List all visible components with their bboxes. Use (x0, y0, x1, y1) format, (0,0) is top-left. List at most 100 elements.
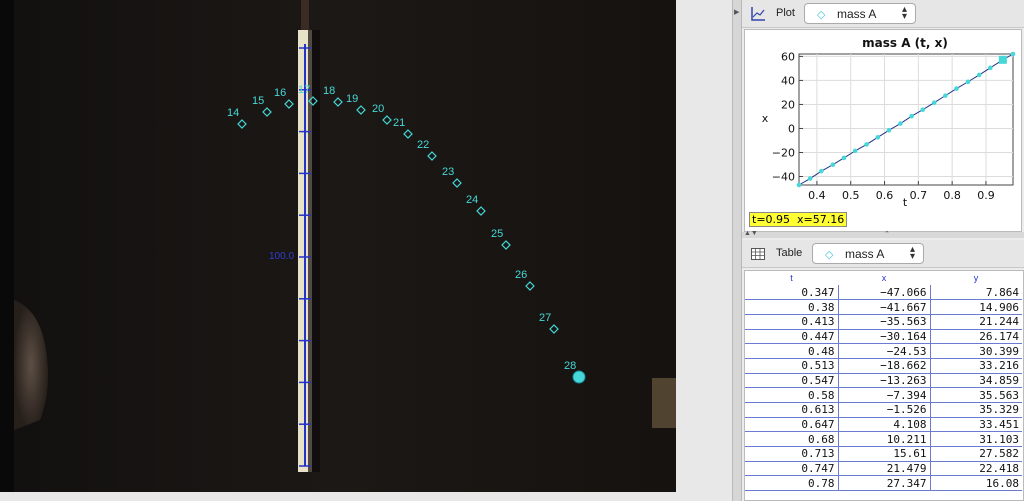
data-point[interactable] (954, 86, 959, 91)
data-point[interactable] (988, 65, 993, 71)
table-cell-x[interactable]: 15.61 (838, 446, 931, 462)
divider-collapse-icon[interactable]: ▶ (734, 9, 740, 16)
column-header-x[interactable]: x (881, 273, 887, 283)
table-row[interactable]: 0.58 −7.394 35.563 (745, 387, 1022, 403)
table-cell-y[interactable]: 14.906 (930, 299, 1022, 315)
mass-a-marker[interactable] (262, 107, 272, 117)
table-row[interactable]: 0.347 −47.066 7.864 (745, 285, 1022, 301)
data-point[interactable] (852, 148, 858, 154)
table-row[interactable]: 0.713 15.61 27.582 (745, 446, 1022, 462)
mass-a-marker[interactable] (284, 99, 294, 109)
mass-a-marker[interactable] (476, 206, 486, 216)
table-cell-y[interactable]: 30.399 (930, 343, 1022, 359)
mass-a-marker[interactable] (427, 151, 437, 161)
table-track-selector[interactable]: ◇ mass A ▴ ▾ (812, 243, 924, 264)
table-row[interactable]: 0.447 −30.164 26.174 (745, 329, 1022, 345)
data-point[interactable] (819, 168, 824, 174)
mass-a-current-marker[interactable] (572, 370, 586, 384)
data-point[interactable] (1010, 51, 1016, 57)
data-point[interactable] (909, 113, 914, 119)
table-cell-y[interactable]: 35.329 (930, 402, 1022, 418)
table-cell-x[interactable]: −18.662 (838, 358, 931, 374)
mass-a-marker[interactable] (308, 96, 318, 106)
table-cell-x[interactable]: −13.263 (838, 373, 931, 389)
data-point[interactable] (943, 93, 948, 98)
table-cell-x[interactable]: −1.526 (838, 402, 931, 418)
data-point[interactable] (920, 107, 926, 113)
video-frame[interactable]: 100.0 14 15 16 17 18 19 20 21 22 23 24 25 26 27 28 (0, 0, 676, 492)
table-cell-t[interactable]: 0.48 (745, 343, 839, 359)
plot-track-selector[interactable]: ◇ mass A ▴ ▾ (804, 3, 916, 24)
pane-split-bar[interactable]: ▲▼ ⌃ (742, 230, 1024, 238)
table-cell-x[interactable]: 10.211 (838, 431, 931, 448)
mass-a-marker[interactable] (452, 178, 462, 188)
table-row[interactable]: 0.613 −1.526 35.329 (745, 402, 1022, 418)
data-table-area[interactable]: t x y 0.347 −47.066 7.864 0.38 −41.667 14.906… (744, 270, 1024, 501)
table-cell-y[interactable]: 31.103 (930, 431, 1022, 448)
table-cell-y[interactable]: 33.216 (930, 358, 1022, 374)
table-cell-t[interactable]: 0.513 (745, 358, 839, 374)
table-cell-x[interactable]: −41.667 (838, 299, 931, 315)
plot-area[interactable]: mass A (t, x) 0.4 0.5 0.6 0.7 0.8 0.9 60 40 20 0 −… (744, 29, 1022, 232)
table-cell-t[interactable]: 0.68 (745, 431, 839, 448)
table-cell-y[interactable]: 35.563 (930, 387, 1022, 403)
mass-a-marker[interactable] (403, 129, 413, 139)
mass-a-marker[interactable] (549, 324, 559, 334)
table-cell-x[interactable]: 27.347 (838, 475, 931, 492)
table-cell-t[interactable]: 0.447 (745, 329, 839, 345)
table-cell-t[interactable]: 0.78 (745, 475, 839, 492)
mass-a-marker[interactable] (237, 119, 247, 129)
column-header-t[interactable]: t (790, 273, 793, 283)
table-cell-t[interactable]: 0.647 (745, 417, 839, 433)
video-overlay[interactable]: 100.0 14 15 16 17 18 19 20 21 22 23 24 25 26 27 28 (0, 0, 676, 492)
table-row[interactable]: 0.547 −13.263 34.859 (745, 373, 1022, 389)
table-cell-t[interactable]: 0.38 (745, 299, 839, 315)
plot-icon[interactable] (750, 6, 766, 22)
data-point[interactable] (965, 79, 971, 85)
table-cell-t[interactable]: 0.547 (745, 373, 839, 389)
table-cell-t[interactable]: 0.347 (745, 285, 839, 301)
column-header-y[interactable]: y (973, 273, 979, 283)
table-cell-x[interactable]: 4.108 (838, 417, 931, 433)
data-point-selected[interactable] (998, 55, 1007, 64)
mass-a-marker[interactable] (525, 281, 535, 291)
table-row[interactable]: 0.48 −24.53 30.399 (745, 343, 1022, 359)
table-row[interactable]: 0.38 −41.667 14.906 (745, 299, 1022, 315)
data-point[interactable] (796, 182, 802, 188)
table-cell-y[interactable]: 22.418 (930, 461, 1022, 477)
table-row[interactable]: 0.747 21.479 22.418 (745, 461, 1022, 477)
table-cell-t[interactable]: 0.747 (745, 461, 839, 477)
calibration-stick[interactable] (299, 44, 311, 467)
table-cell-x[interactable]: −30.164 (838, 329, 931, 345)
table-cell-t[interactable]: 0.58 (745, 387, 839, 403)
table-row[interactable]: 0.78 27.347 16.08 (745, 475, 1022, 492)
mass-a-marker[interactable] (501, 240, 511, 250)
table-row[interactable]: 0.413 −35.563 21.244 (745, 314, 1022, 330)
split-grip-icon[interactable]: ⌃ (884, 231, 890, 238)
data-point[interactable] (976, 72, 982, 78)
table-cell-x[interactable]: −24.53 (838, 343, 931, 359)
table-cell-y[interactable]: 16.08 (930, 475, 1022, 492)
data-point[interactable] (886, 128, 892, 133)
table-cell-y[interactable]: 7.864 (930, 285, 1022, 301)
table-cell-t[interactable]: 0.413 (745, 314, 839, 330)
table-cell-x[interactable]: −7.394 (838, 387, 931, 403)
split-arrows-icon[interactable]: ▲▼ (744, 230, 758, 237)
table-row[interactable]: 0.68 10.211 31.103 (745, 431, 1022, 448)
table-cell-y[interactable]: 26.174 (930, 329, 1022, 345)
calibration-length-label[interactable]: 100.0 (269, 251, 294, 262)
table-cell-y[interactable]: 33.451 (930, 417, 1022, 433)
data-point[interactable] (807, 176, 813, 181)
table-row[interactable]: 0.647 4.108 33.451 (745, 417, 1022, 433)
mass-a-marker[interactable] (382, 115, 392, 125)
table-cell-t[interactable]: 0.713 (745, 446, 839, 462)
table-row[interactable]: 0.513 −18.662 33.216 (745, 358, 1022, 374)
table-cell-y[interactable]: 34.859 (930, 373, 1022, 389)
split-divider[interactable]: ▶ (732, 0, 742, 501)
data-point[interactable] (931, 100, 937, 105)
table-cell-x[interactable]: 21.479 (838, 461, 931, 477)
data-table[interactable]: t x y 0.347 −47.066 7.864 0.38 −41.667 14.906… (745, 271, 1022, 492)
table-cell-y[interactable]: 27.582 (930, 446, 1022, 462)
data-point[interactable] (841, 155, 847, 161)
table-cell-x[interactable]: −47.066 (838, 285, 931, 301)
